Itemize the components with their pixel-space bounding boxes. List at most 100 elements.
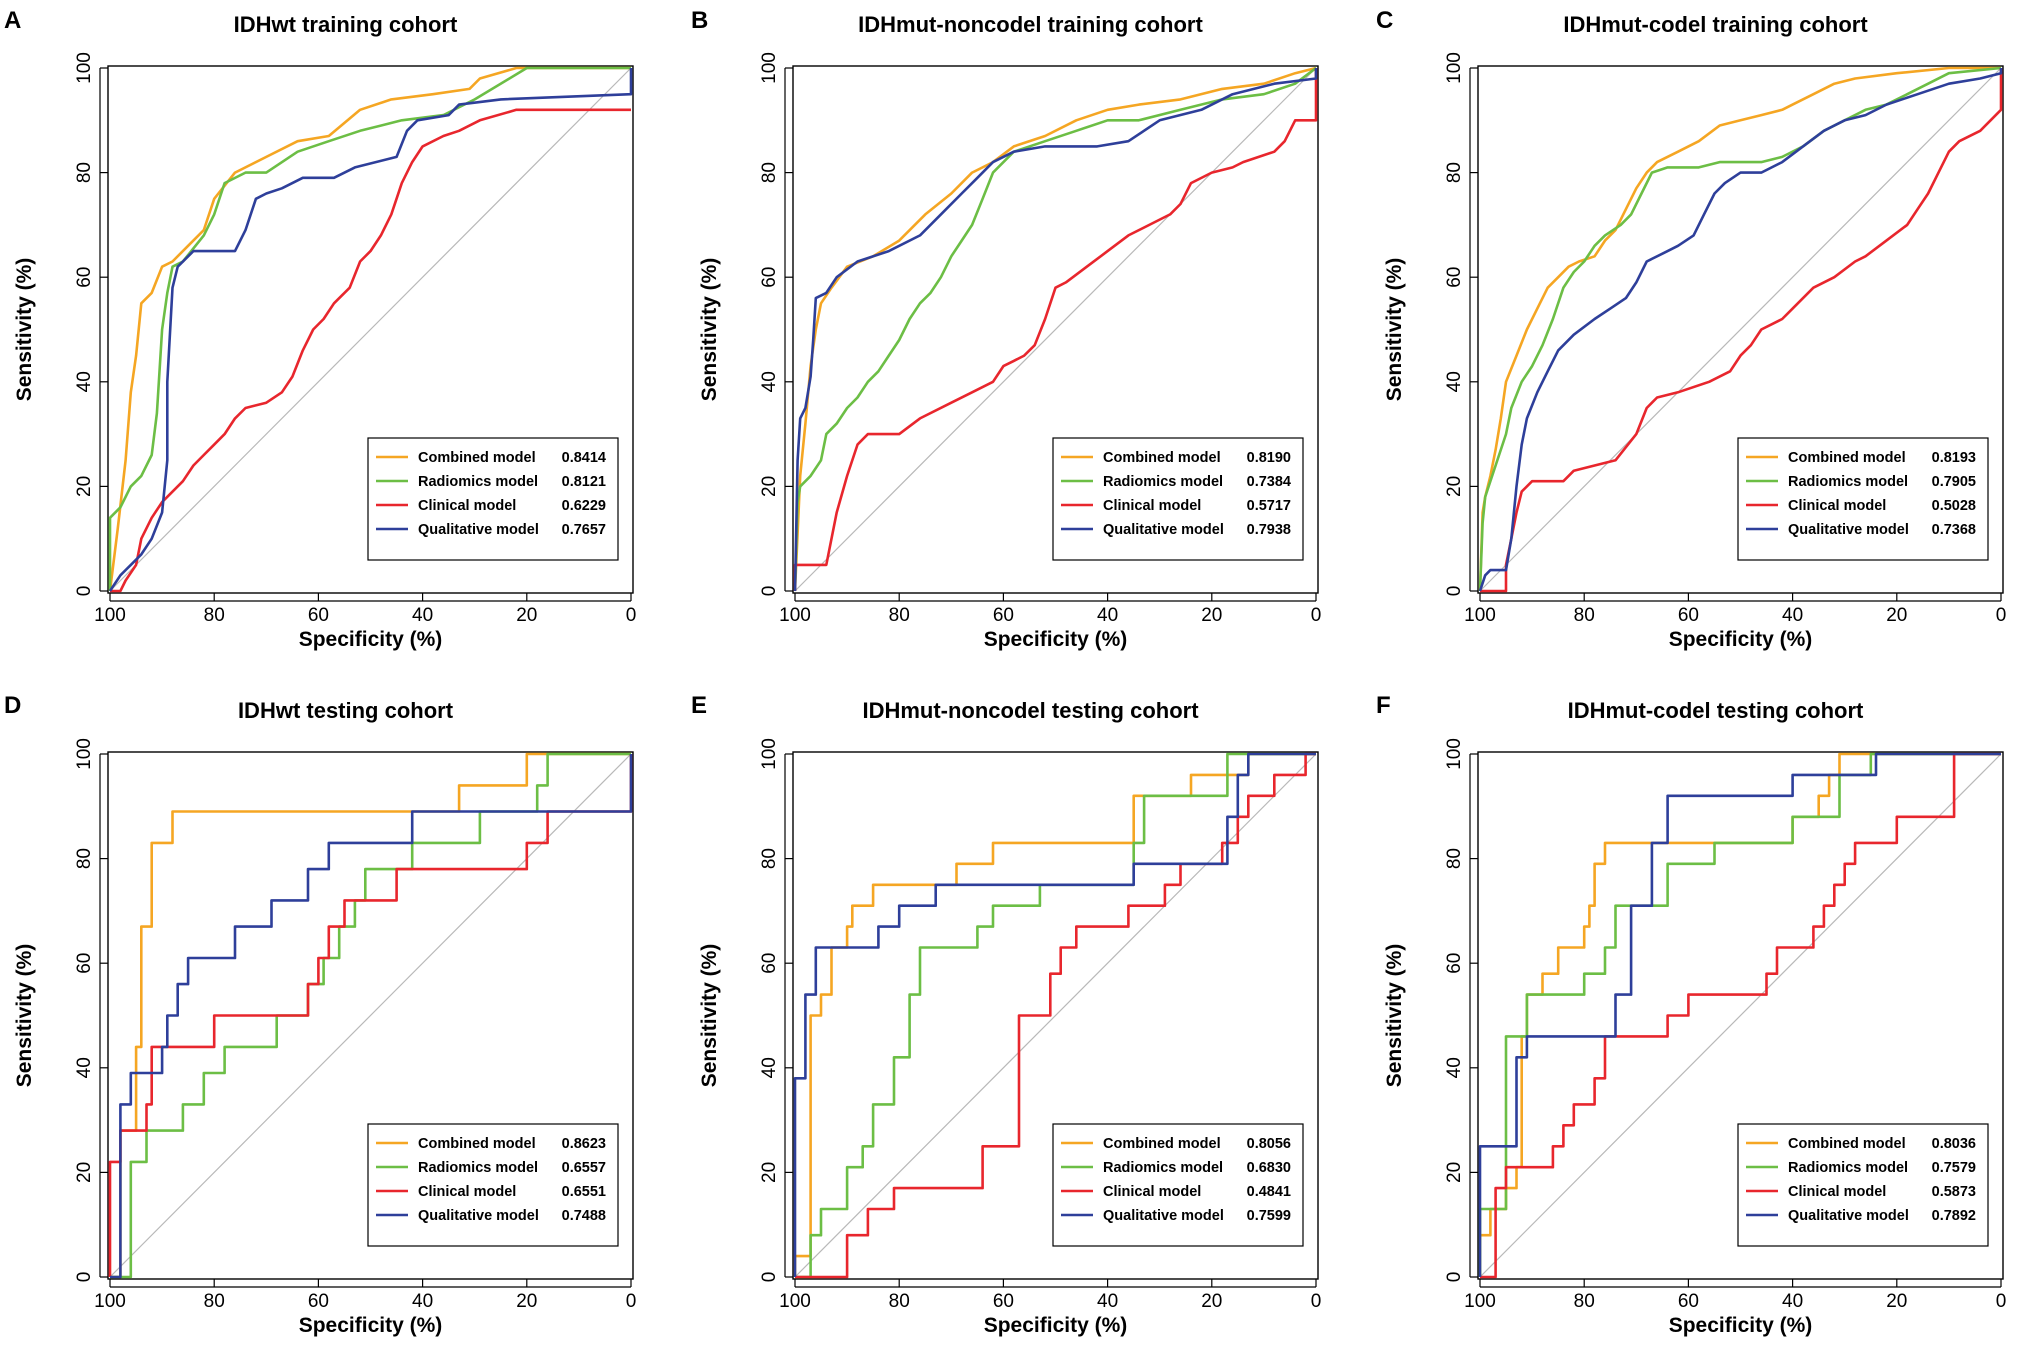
y-tick-label: 80 (1444, 162, 1465, 183)
legend-box (1052, 1123, 1304, 1247)
x-tick-label: 0 (626, 605, 637, 626)
roc-panel-e: E IDHmut-noncodel testing cohort 0 20 40 60 80… (691, 692, 1321, 1337)
roc-curve-radiomics (795, 752, 1316, 1279)
x-axis-label: Specificity (%) (984, 1314, 1128, 1337)
roc-curve-clinical (1480, 752, 2001, 1279)
y-tick-label: 20 (1444, 1162, 1465, 1183)
x-tick-label: 60 (993, 1291, 1014, 1312)
legend-auc-value: 0.7368 (1932, 522, 1976, 538)
legend: Combined model 0.8036 Radiomics model 0.757… (1737, 1123, 1989, 1247)
legend-auc-value: 0.7657 (562, 522, 606, 538)
x-tick-label: 20 (516, 1291, 537, 1312)
x-tick-label: 40 (1782, 1291, 1803, 1312)
y-tick-label: 40 (1444, 1057, 1465, 1078)
y-axis-label: Sensitivity (%) (1383, 944, 1406, 1088)
y-tick-label: 0 (759, 1272, 780, 1283)
x-tick-label: 40 (1097, 605, 1118, 626)
roc-curve-qualitative (793, 752, 1316, 1277)
legend-label: Radiomics model (1103, 474, 1223, 490)
diagonal-reference-line (109, 67, 632, 592)
roc-panel-c: C IDHmut-codel training cohort 0 20 40 60 80 10… (1376, 7, 2006, 651)
y-tick-label: 0 (74, 1272, 95, 1283)
roc-curve-radiomics (110, 752, 631, 1279)
y-tick-label: 80 (1444, 848, 1465, 869)
legend-auc-value: 0.6557 (562, 1160, 606, 1176)
y-axis-label: Sensitivity (%) (698, 258, 721, 402)
x-tick-label: 60 (1678, 605, 1699, 626)
legend-label: Combined model (1103, 1136, 1221, 1152)
legend-label: Qualitative model (418, 522, 539, 538)
y-tick-label: 80 (74, 848, 95, 869)
y-tick-label: 20 (1444, 476, 1465, 497)
legend-label: Clinical model (418, 498, 516, 514)
x-tick-label: 60 (993, 605, 1014, 626)
legend-auc-value: 0.4841 (1247, 1184, 1291, 1200)
legend-label: Radiomics model (1788, 1160, 1908, 1176)
x-tick-label: 100 (94, 605, 126, 626)
y-tick-label: 20 (74, 1162, 95, 1183)
x-axis-label: Specificity (%) (1669, 628, 1813, 651)
roc-curve-clinical (108, 754, 633, 1277)
y-tick-label: 40 (74, 1057, 95, 1078)
plot-frame (792, 65, 1319, 594)
y-tick-label: 0 (1444, 1272, 1465, 1283)
diagonal-reference-line (1479, 753, 2002, 1278)
chart-title: IDHmut-noncodel training cohort (858, 12, 1203, 37)
x-tick-label: 0 (1311, 1291, 1322, 1312)
y-axis-label: Sensitivity (%) (13, 944, 36, 1088)
roc-curve-clinical (793, 68, 1318, 591)
legend-label: Clinical model (418, 1184, 516, 1200)
x-tick-label: 80 (889, 1291, 910, 1312)
legend-label: Radiomics model (418, 1160, 538, 1176)
roc-panel-a: A IDHwt training cohort 0 20 40 60 80 100 100 80 6… (4, 7, 636, 651)
legend-auc-value: 0.7579 (1932, 1160, 1976, 1176)
roc-curve-qualitative (108, 68, 633, 592)
y-tick-label: 80 (759, 162, 780, 183)
y-tick-label: 100 (74, 52, 95, 84)
x-axis-label: Specificity (%) (299, 1314, 443, 1337)
legend: Combined model 0.8056 Radiomics model 0.683… (1052, 1123, 1304, 1247)
chart-title: IDHmut-codel training cohort (1563, 12, 1868, 37)
roc-curve-clinical (795, 752, 1316, 1279)
roc-curve-radiomics (793, 66, 1317, 592)
x-tick-label: 0 (1996, 605, 2007, 626)
y-tick-label: 80 (759, 848, 780, 869)
roc-curve-qualitative (1478, 68, 2003, 592)
plot-frame (1477, 751, 2004, 1280)
x-tick-label: 80 (1574, 605, 1595, 626)
x-tick-label: 20 (1201, 605, 1222, 626)
panel-letter: E (691, 692, 707, 719)
x-tick-label: 0 (1996, 1291, 2007, 1312)
plot-frame (1477, 65, 2004, 594)
chart-title: IDHwt training cohort (234, 12, 458, 37)
y-tick-label: 100 (759, 738, 780, 770)
legend: Combined model 0.8193 Radiomics model 0.790… (1737, 437, 1989, 561)
x-tick-label: 40 (1097, 1291, 1118, 1312)
y-axis-label: Sensitivity (%) (1383, 258, 1406, 402)
roc-panel-f: F IDHmut-codel testing cohort 0 20 40 60 80 100… (1376, 692, 2006, 1337)
y-tick-label: 20 (74, 476, 95, 497)
diagonal-reference-line (794, 753, 1317, 1278)
plot-frame (107, 65, 634, 594)
x-tick-label: 80 (889, 605, 910, 626)
legend-label: Radiomics model (1788, 474, 1908, 490)
y-tick-label: 0 (74, 586, 95, 597)
chart-title: IDHmut-noncodel testing cohort (862, 698, 1199, 723)
x-tick-label: 40 (1782, 605, 1803, 626)
x-tick-label: 100 (779, 1291, 811, 1312)
diagonal-reference-line (794, 67, 1317, 592)
legend-auc-value: 0.8414 (562, 450, 606, 466)
roc-curve-clinical (1480, 68, 2003, 593)
legend-auc-value: 0.7905 (1932, 474, 1976, 490)
x-tick-label: 100 (779, 605, 811, 626)
legend-label: Qualitative model (418, 1208, 539, 1224)
roc-curve-combined (1478, 66, 2001, 592)
roc-curve-radiomics (1478, 66, 2002, 592)
panel-letter: A (4, 7, 21, 34)
y-tick-label: 0 (759, 586, 780, 597)
roc-curve-radiomics (108, 66, 631, 591)
legend-auc-value: 0.7599 (1247, 1208, 1291, 1224)
diagonal-reference-line (1479, 67, 2002, 592)
panel-letter: D (4, 692, 21, 719)
